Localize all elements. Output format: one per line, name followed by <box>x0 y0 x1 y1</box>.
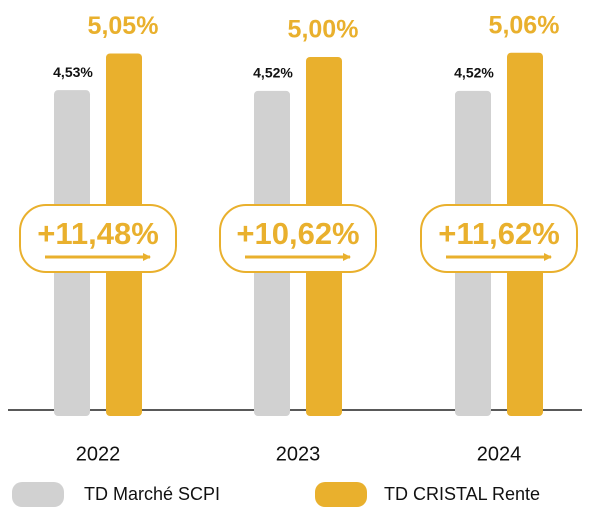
annotation: +10,62% <box>236 216 359 251</box>
annotation-box <box>19 204 177 273</box>
x-tick-label: 2024 <box>477 443 522 465</box>
annotation: +11,48% <box>37 216 159 251</box>
annotation: +11,62% <box>438 216 560 251</box>
annotation-box <box>420 204 578 273</box>
x-tick-label: 2022 <box>76 443 121 465</box>
value-label: 5,06% <box>489 11 560 39</box>
value-label: 4,53% <box>53 64 93 80</box>
value-label: 5,05% <box>88 12 159 40</box>
annotation-box <box>219 204 377 273</box>
value-label: 5,00% <box>288 16 359 44</box>
legend-swatch <box>315 482 367 507</box>
value-label: 4,52% <box>454 65 494 81</box>
legend-swatch <box>12 482 64 507</box>
value-label: 4,52% <box>253 65 293 81</box>
legend-label: TD CRISTAL Rente <box>384 484 540 504</box>
legend-label: TD Marché SCPI <box>84 484 220 504</box>
x-tick-label: 2023 <box>276 443 321 465</box>
